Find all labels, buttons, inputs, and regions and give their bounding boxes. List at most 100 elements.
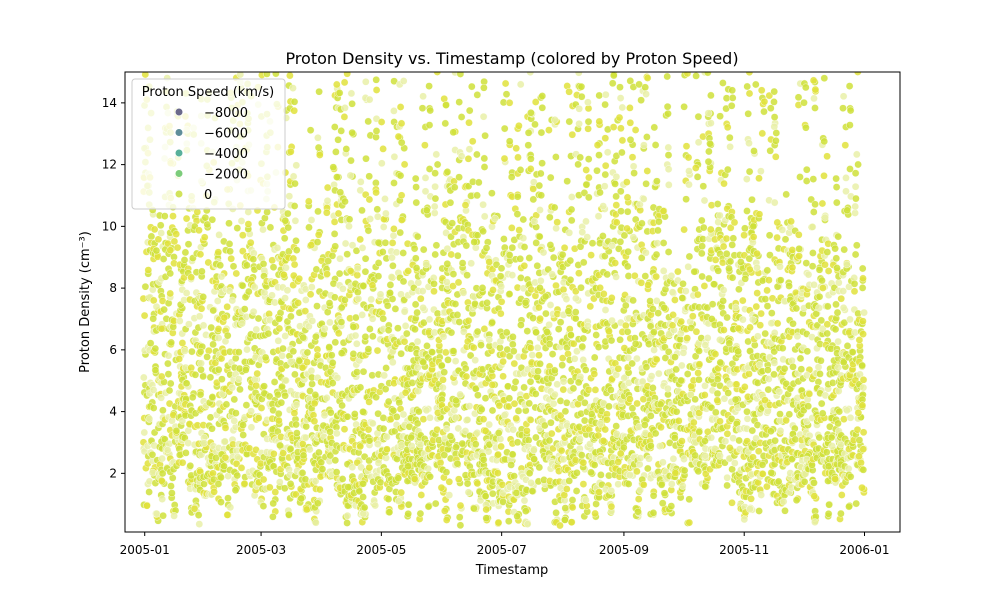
data-point xyxy=(758,129,767,138)
data-point xyxy=(713,375,722,384)
data-point xyxy=(422,206,431,215)
data-point xyxy=(449,128,458,137)
data-point xyxy=(524,128,533,137)
data-point xyxy=(554,325,563,333)
data-point xyxy=(637,278,646,287)
data-point xyxy=(722,249,731,258)
data-point xyxy=(348,463,357,472)
data-point xyxy=(380,371,389,380)
data-point xyxy=(543,328,551,336)
data-point xyxy=(533,343,542,352)
data-point xyxy=(165,386,174,395)
data-point xyxy=(244,220,253,228)
data-point xyxy=(361,332,370,341)
data-point xyxy=(302,505,311,514)
data-point xyxy=(431,499,440,508)
data-point xyxy=(488,381,497,389)
data-point xyxy=(265,483,274,492)
data-point xyxy=(582,166,591,174)
data-point xyxy=(368,419,377,428)
data-point xyxy=(281,332,290,340)
data-point xyxy=(439,383,447,392)
data-point xyxy=(584,98,592,107)
data-point xyxy=(516,254,525,263)
data-point xyxy=(743,82,752,91)
data-point xyxy=(431,194,440,203)
data-point xyxy=(692,72,700,80)
data-point xyxy=(306,126,315,134)
data-point xyxy=(559,285,568,294)
data-point xyxy=(417,491,426,499)
data-point xyxy=(449,270,458,278)
data-point xyxy=(500,235,508,243)
data-point xyxy=(195,226,203,235)
data-point xyxy=(265,392,274,401)
data-point xyxy=(716,417,724,426)
data-point xyxy=(595,488,603,496)
data-point xyxy=(601,170,610,179)
data-point xyxy=(594,212,603,220)
data-point xyxy=(333,173,341,181)
data-point xyxy=(345,222,353,231)
data-point xyxy=(482,244,491,252)
data-point xyxy=(157,324,166,333)
data-point xyxy=(623,178,631,186)
data-point xyxy=(500,411,509,420)
data-point xyxy=(664,165,673,173)
data-point xyxy=(426,472,434,481)
data-point xyxy=(563,398,571,407)
data-point xyxy=(528,351,537,359)
data-point xyxy=(674,267,682,276)
data-point xyxy=(295,274,304,283)
data-point xyxy=(525,399,534,408)
data-point xyxy=(764,366,772,374)
data-point xyxy=(163,446,172,454)
data-point xyxy=(441,119,450,128)
data-point xyxy=(734,347,742,356)
data-point xyxy=(680,466,689,475)
data-point xyxy=(459,288,468,297)
data-point xyxy=(473,327,482,336)
data-point xyxy=(549,253,558,262)
data-point xyxy=(401,322,410,330)
data-point xyxy=(410,244,419,253)
data-point xyxy=(348,128,357,137)
data-point xyxy=(571,314,580,323)
data-point xyxy=(572,487,581,495)
data-point xyxy=(494,518,503,527)
data-point xyxy=(324,257,333,265)
data-point xyxy=(286,480,295,488)
data-point xyxy=(464,154,473,163)
data-point xyxy=(372,127,381,135)
data-point xyxy=(754,332,762,341)
data-point xyxy=(217,498,225,506)
data-point xyxy=(624,247,632,256)
data-point xyxy=(641,421,649,429)
data-point xyxy=(394,474,403,483)
data-point xyxy=(404,267,413,275)
data-point xyxy=(668,288,677,297)
data-point xyxy=(608,79,617,88)
data-point xyxy=(575,105,584,113)
data-point xyxy=(510,472,518,480)
data-point xyxy=(741,383,749,391)
data-point xyxy=(230,395,239,404)
data-point xyxy=(747,494,755,503)
data-point xyxy=(569,384,578,393)
data-point xyxy=(330,123,339,131)
data-point xyxy=(419,415,428,424)
data-point xyxy=(634,495,643,503)
data-point xyxy=(708,300,717,309)
data-point xyxy=(371,501,380,510)
data-point xyxy=(557,446,566,455)
data-point xyxy=(580,416,589,425)
data-point xyxy=(353,271,362,280)
data-point xyxy=(154,235,163,244)
data-point xyxy=(184,439,192,447)
data-point xyxy=(243,261,251,270)
data-point xyxy=(561,407,570,416)
data-point xyxy=(761,295,770,303)
data-point xyxy=(312,518,320,527)
data-point xyxy=(760,107,768,116)
data-point xyxy=(644,281,652,289)
